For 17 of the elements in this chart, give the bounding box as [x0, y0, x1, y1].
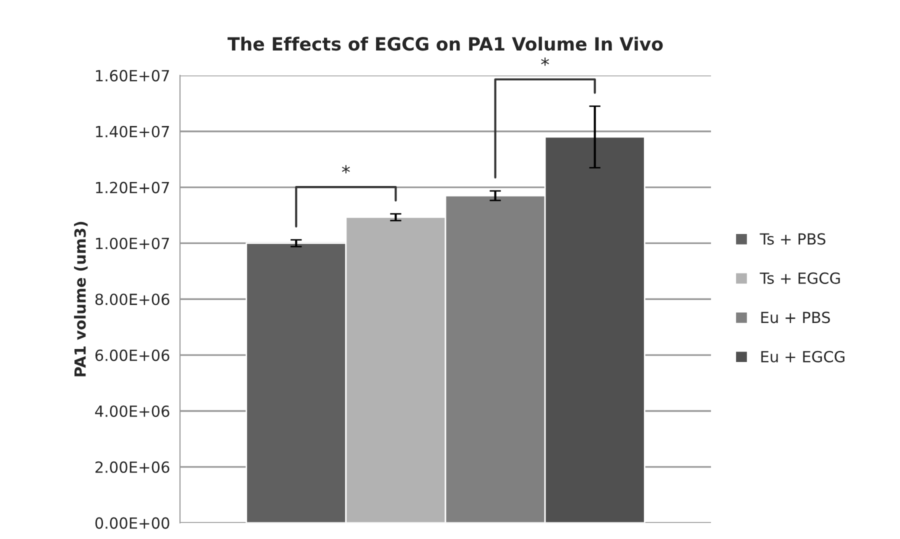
y-axis-title: PA1 volume (um3) [74, 222, 88, 376]
legend-label: Eu + PBS [761, 312, 830, 324]
y-tick-label: 6.00E+06 [95, 350, 170, 362]
y-tick-label: 0.00E+00 [95, 517, 170, 529]
y-tick-label: 1.40E+07 [96, 126, 169, 138]
text: * [541, 58, 550, 66]
y-tick-label: 8.00E+06 [95, 294, 170, 306]
annotation: * [342, 165, 350, 174]
legend-label: Eu + EGCG [761, 350, 844, 362]
y-tick-label: 4.00E+06 [95, 405, 170, 418]
legend-label: Ts + EGCG [760, 272, 840, 284]
legend-label: Ts + PBS [760, 233, 826, 245]
y-tick-label: 1.60E+07 [96, 70, 169, 82]
y-tick-label: 1.00E+07 [96, 238, 169, 250]
chart-title: The Effects of EGCG on PA1 Volume In Vivo [228, 36, 663, 51]
y-tick-label: 2.00E+06 [95, 461, 170, 473]
y-tick-label: 1.20E+07 [96, 182, 169, 194]
